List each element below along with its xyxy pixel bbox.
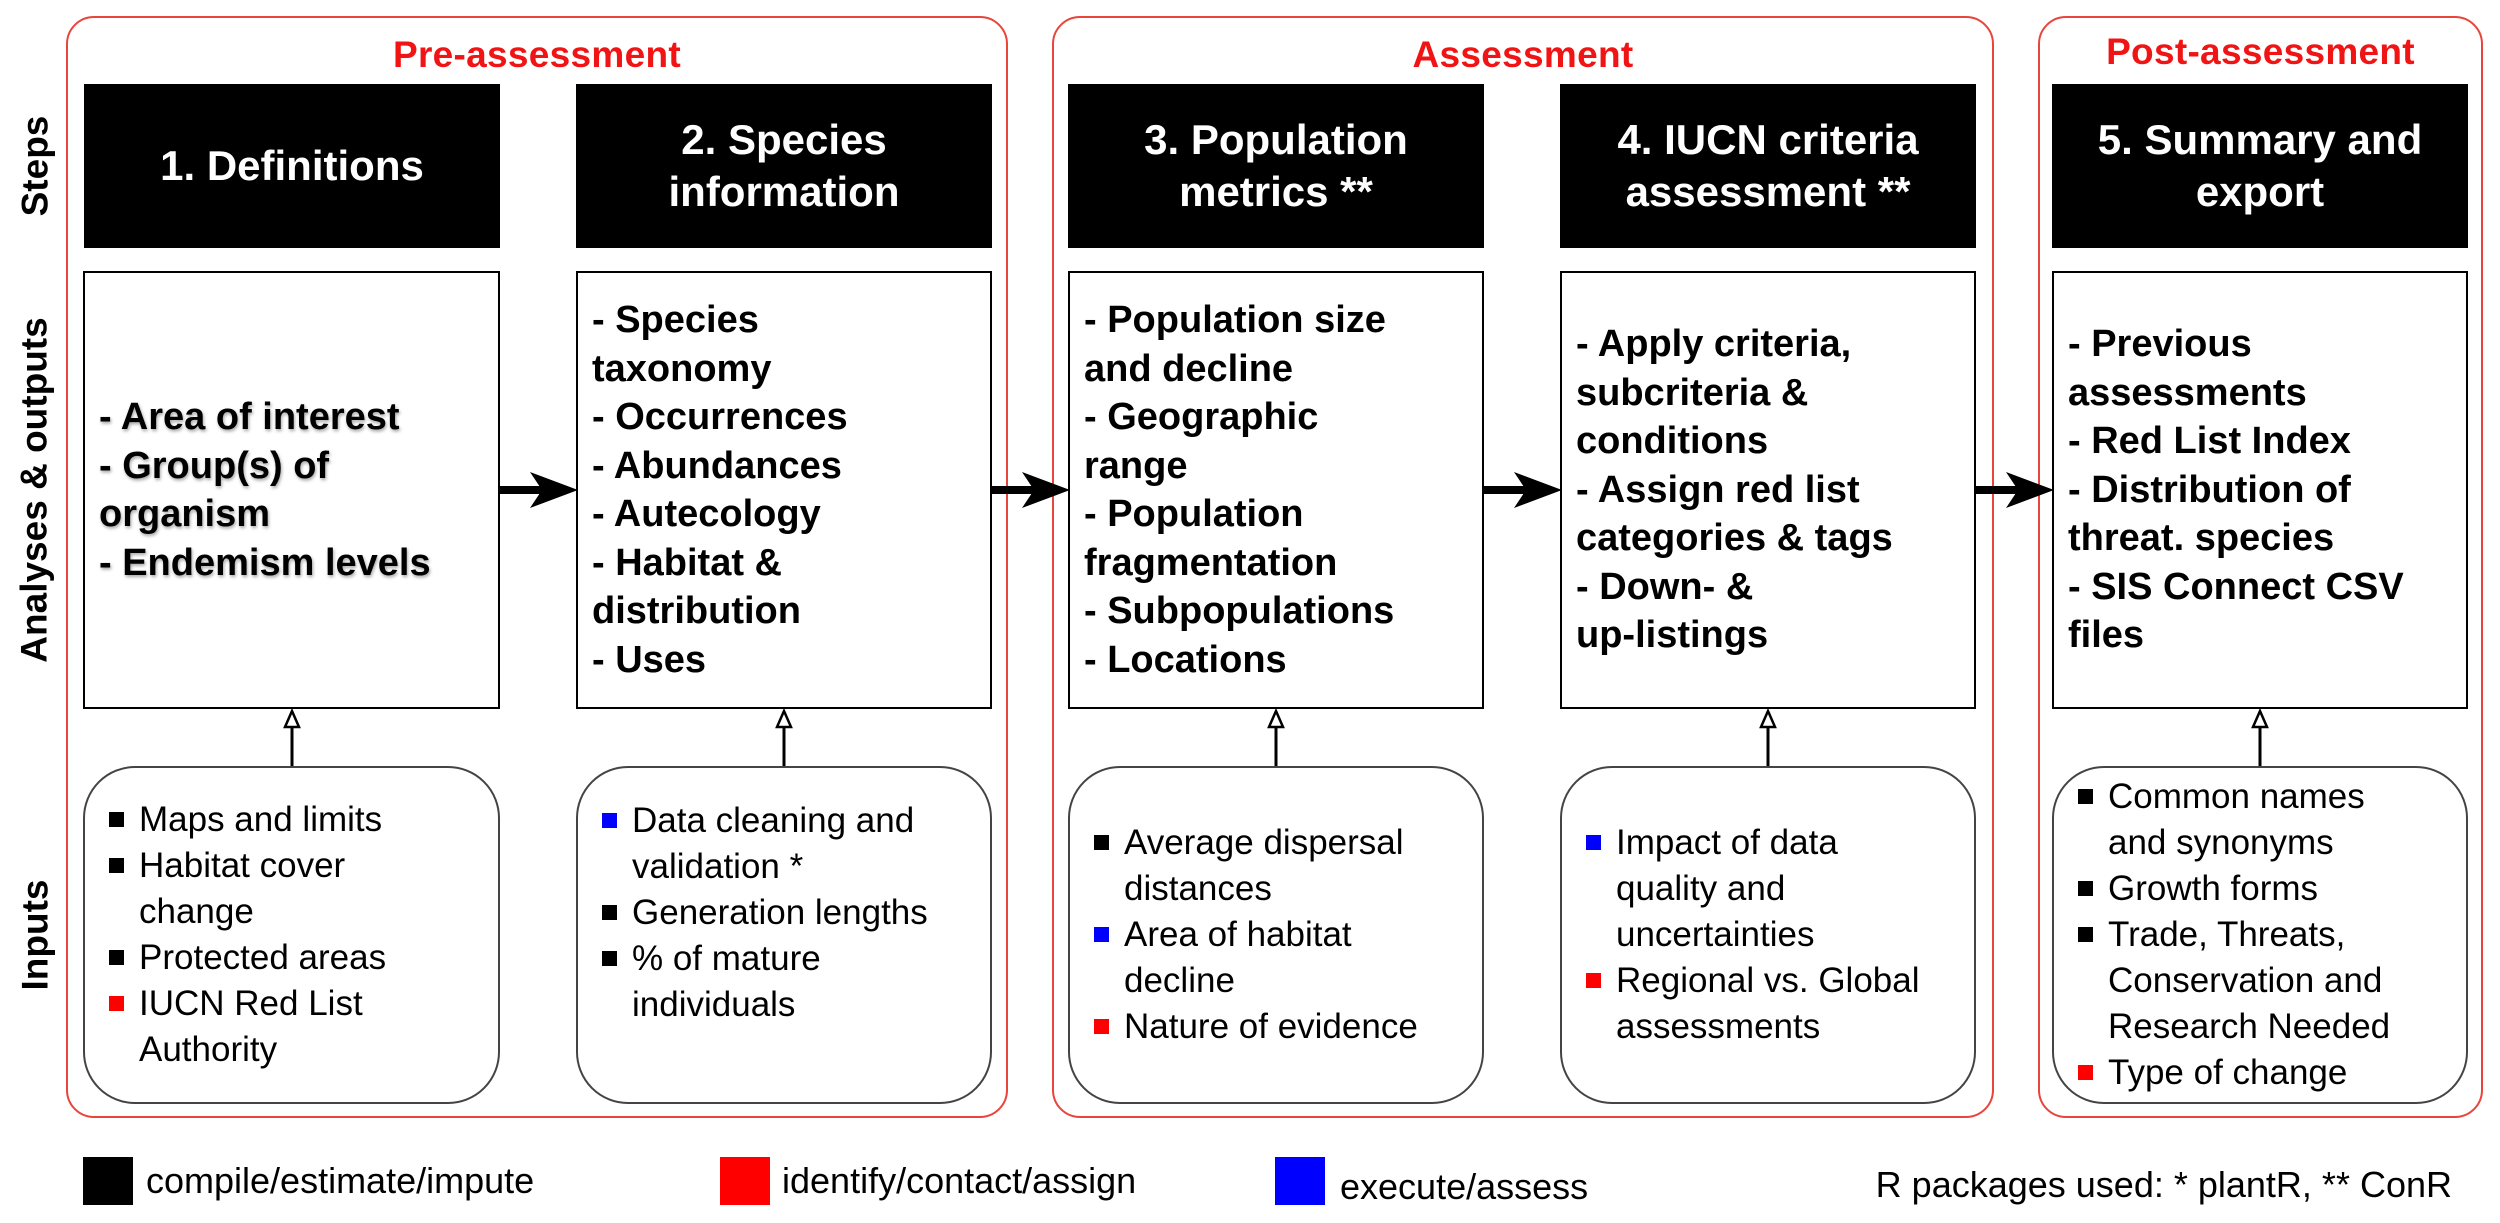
output-item: - Population fragmentation [1084,493,1338,584]
blue-square-icon [1586,835,1601,850]
input-item: Generation lengths [600,890,928,936]
black-square-icon [2078,927,2093,942]
input-item: Protected areas [107,935,386,981]
inputs-box-population-metrics: Average dispersal distances Area of habi… [1068,766,1484,1104]
input-item: IUCN Red List Authority [107,981,386,1073]
output-item: - Assign red list categories & tags [1576,468,1893,560]
input-item: Maps and limits [107,797,386,843]
blue-square-icon [1094,927,1109,942]
outputs-box-summary-export: - Previous assessments - Red List Index … [2052,271,2468,709]
blue-square-icon [602,813,617,828]
input-item: Area of habitat decline [1092,912,1418,1004]
outputs-box-species-information: - Species taxonomy - Occurrences - Abund… [576,271,992,709]
output-item: - Autecology [592,493,821,535]
legend-label-compile: compile/estimate/impute [146,1160,535,1201]
output-item: - Population size and decline [1084,299,1386,390]
legend-label-execute: execute/assess [1340,1166,1589,1207]
red-square-icon [1586,973,1601,988]
inputs-box-definitions: Maps and limits Habitat cover change Pro… [83,766,500,1104]
output-item: - Apply criteria, subcriteria & conditio… [1576,323,1852,463]
outputs-box-iucn-criteria: - Apply criteria, subcriteria & conditio… [1560,271,1976,709]
output-item: - Subpopulations [1084,590,1395,632]
black-square-icon [2078,881,2093,896]
input-item: Average dispersal distances [1092,820,1418,912]
input-item: Regional vs. Global assessments [1584,958,1920,1050]
row-label-analyses-outputs: Analyses & outputs [14,317,55,663]
input-item: Impact of data quality and uncertainties [1584,820,1920,958]
outputs-box-definitions: - Area of interest - Group(s) of organis… [83,271,500,709]
red-square-icon [2078,1065,2093,1080]
phase-post-assessment: Post-assessment [2038,16,2483,1118]
row-label-steps: Steps [14,115,56,217]
output-item: - Occurrences [592,396,848,438]
output-item: - SIS Connect CSV files [2068,565,2404,657]
step-header-summary-export: 5. Summary and export [2052,84,2468,248]
phase-title: Assessment [1412,34,1634,75]
r-packages-footnote: R packages used: * plantR, ** ConR [1875,1164,2452,1205]
output-item: - Previous assessments [2068,323,2307,414]
black-square-icon [602,905,617,920]
phase-assessment: Assessment [1052,16,1994,1118]
input-item: Growth forms [2076,866,2390,912]
step-header-iucn-criteria: 4. IUCN criteria assessment ** [1560,84,1976,248]
input-item: Habitat cover change [107,843,386,935]
black-square-icon [109,812,124,827]
output-item: - Red List Index [2068,420,2351,463]
output-item: - Distribution of threat. species [2068,468,2351,560]
legend-swatch-red [720,1157,770,1205]
inputs-box-species-information: Data cleaning and validation * Generatio… [576,766,992,1104]
input-item: Data cleaning and validation * [600,798,928,890]
red-square-icon [109,996,124,1011]
output-item: - Down- & up-listings [1576,565,1769,657]
inputs-box-iucn-criteria: Impact of data quality and uncertainties… [1560,766,1976,1104]
output-item: - Locations [1084,638,1287,681]
phase-pre-assessment: Pre-assessment [66,16,1008,1118]
step-header-definitions: 1. Definitions [84,84,500,248]
output-item: - Geographic range [1084,396,1319,487]
input-item: Nature of evidence [1092,1004,1418,1050]
legend-swatch-black [83,1157,133,1205]
output-item: - Abundances [592,444,842,487]
inputs-box-summary-export: Common names and synonyms Growth forms T… [2052,766,2468,1104]
red-square-icon [1094,1019,1109,1034]
black-square-icon [1094,835,1109,850]
row-label-inputs: Inputs [14,879,56,991]
phase-title: Pre-assessment [392,34,682,75]
input-item: Type of change [2076,1050,2390,1096]
black-square-icon [602,951,617,966]
input-item: Trade, Threats, Conservation and Researc… [2076,912,2390,1050]
output-item: - Area of interest [99,396,400,438]
phase-title: Post-assessment [2106,31,2415,72]
legend-swatch-blue [1275,1157,1325,1205]
step-header-species-information: 2. Species information [576,84,992,248]
black-square-icon [109,950,124,965]
output-item: - Uses [592,638,707,681]
output-item: - Habitat & distribution [592,541,801,633]
black-square-icon [109,858,124,873]
outputs-box-population-metrics: - Population size and decline - Geograph… [1068,271,1484,709]
black-square-icon [2078,789,2093,804]
input-item: Common names and synonyms [2076,774,2390,866]
output-item: - Endemism levels [99,541,431,584]
output-item: - Group(s) of organism [99,444,330,536]
output-item: - Species taxonomy [592,299,772,390]
input-item: % of mature individuals [600,936,928,1028]
legend-label-identify: identify/contact/assign [782,1160,1137,1201]
step-header-population-metrics: 3. Population metrics ** [1068,84,1484,248]
